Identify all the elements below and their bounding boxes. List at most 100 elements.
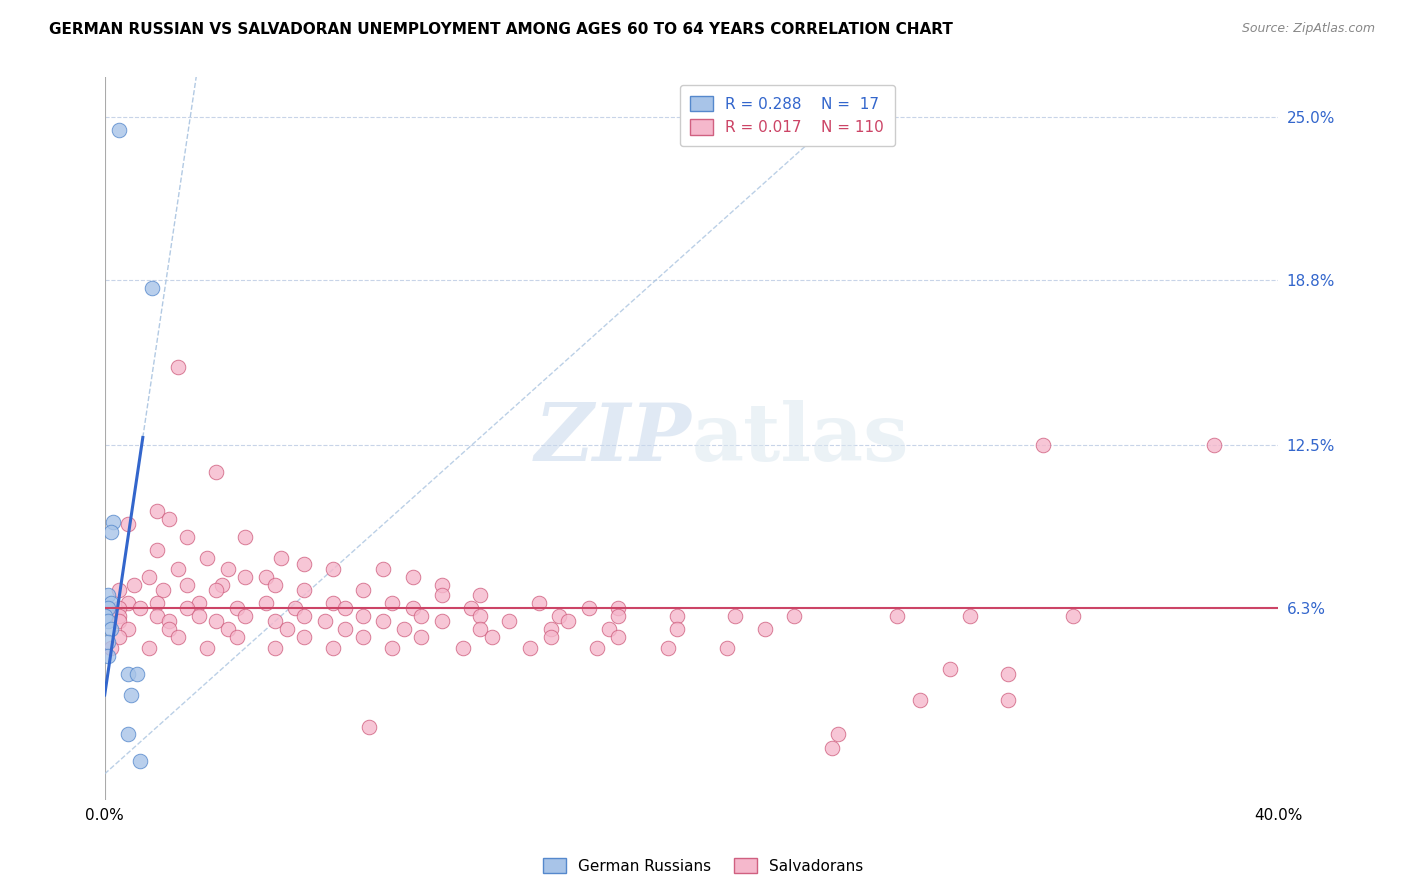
Point (322, 562, 344, 576)
Point (292, 582, 315, 597)
Point (146, 596, 169, 610)
Point (108, 609, 131, 624)
Legend: German Russians, Salvadorans: German Russians, Salvadorans (537, 852, 869, 880)
Point (117, 727, 139, 741)
Point (93, 609, 115, 624)
Point (205, 465, 228, 479)
Point (157, 623, 180, 637)
Point (527, 596, 550, 610)
Point (235, 570, 257, 584)
Point (292, 630, 315, 644)
Point (519, 640, 541, 655)
Point (335, 623, 357, 637)
Point (657, 640, 679, 655)
Point (225, 630, 247, 644)
Text: ZIP: ZIP (534, 400, 692, 477)
Point (498, 615, 520, 629)
Point (607, 609, 630, 624)
Point (108, 582, 131, 597)
Point (187, 609, 209, 624)
Point (205, 582, 228, 597)
Point (322, 596, 344, 610)
Point (97, 601, 120, 615)
Point (1032, 438, 1054, 452)
Point (557, 615, 579, 629)
Point (97, 635, 120, 649)
Legend: R = 0.288    N =  17, R = 0.017    N = 110: R = 0.288 N = 17, R = 0.017 N = 110 (679, 85, 896, 146)
Point (263, 640, 285, 655)
Point (481, 630, 503, 644)
Point (335, 601, 357, 615)
Point (100, 640, 122, 655)
Point (373, 562, 395, 576)
Point (217, 562, 239, 576)
Point (100, 623, 122, 637)
Point (578, 601, 600, 615)
Point (607, 601, 630, 615)
Point (108, 615, 131, 629)
Point (908, 693, 931, 707)
Point (108, 601, 131, 615)
Point (430, 577, 453, 591)
Point (108, 630, 131, 644)
Point (430, 615, 453, 629)
Point (211, 577, 233, 591)
Point (724, 609, 747, 624)
Point (402, 570, 425, 584)
Point (97, 615, 120, 629)
Point (548, 609, 571, 624)
Point (157, 512, 180, 526)
Point (357, 720, 380, 734)
Point (108, 123, 131, 137)
Point (117, 623, 139, 637)
Point (827, 727, 849, 741)
Point (292, 609, 315, 624)
Point (120, 688, 142, 702)
Point (451, 640, 474, 655)
Point (97, 588, 120, 602)
Point (263, 577, 285, 591)
Point (117, 517, 139, 532)
Point (665, 623, 688, 637)
Point (665, 609, 688, 624)
Text: Source: ZipAtlas.com: Source: ZipAtlas.com (1241, 22, 1375, 36)
Point (176, 601, 198, 615)
Point (754, 623, 776, 637)
Point (141, 281, 163, 295)
Point (352, 609, 374, 624)
Point (783, 609, 806, 624)
Point (100, 525, 122, 540)
Point (373, 615, 395, 629)
Point (146, 504, 169, 518)
Point (716, 640, 738, 655)
Point (205, 615, 228, 629)
Point (430, 588, 453, 602)
Point (460, 601, 482, 615)
Point (254, 596, 277, 610)
Point (263, 615, 285, 629)
Point (381, 596, 404, 610)
Point (167, 562, 190, 576)
Point (352, 630, 374, 644)
Point (128, 601, 150, 615)
Point (157, 615, 180, 629)
Point (284, 601, 307, 615)
Point (128, 754, 150, 768)
Point (103, 515, 125, 529)
Point (381, 640, 404, 655)
Point (125, 667, 148, 681)
Point (270, 551, 292, 566)
Text: atlas: atlas (692, 400, 908, 478)
Text: GERMAN RUSSIAN VS SALVADORAN UNEMPLOYMENT AMONG AGES 60 TO 64 YEARS CORRELATION : GERMAN RUSSIAN VS SALVADORAN UNEMPLOYMEN… (49, 22, 953, 37)
Point (176, 530, 198, 544)
Point (314, 615, 336, 629)
Point (254, 570, 277, 584)
Point (187, 596, 209, 610)
Point (322, 640, 344, 655)
Point (117, 667, 139, 681)
Point (997, 693, 1019, 707)
Point (97, 648, 120, 663)
Point (607, 630, 630, 644)
Point (470, 623, 492, 637)
Point (292, 557, 315, 571)
